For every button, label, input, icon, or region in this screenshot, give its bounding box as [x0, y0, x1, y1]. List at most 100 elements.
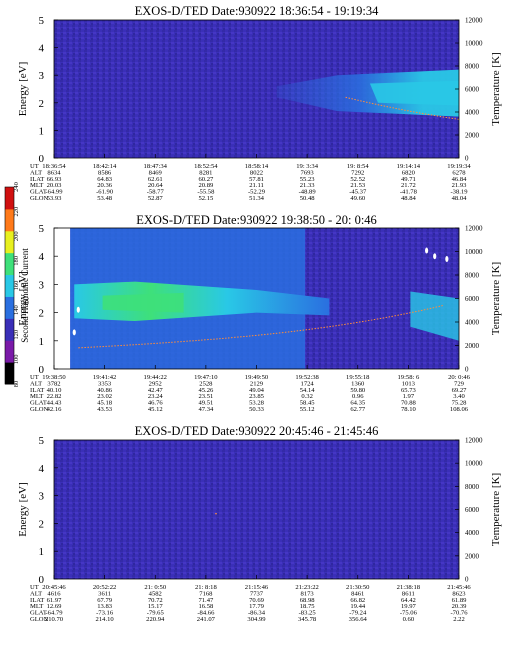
- y2-tick-label: 0: [465, 155, 469, 163]
- ephemeris-cell: 19:58: 6: [397, 374, 419, 381]
- ephemeris-cell: 1013: [402, 380, 416, 387]
- y-axis-label: Energy [eV]: [17, 271, 29, 325]
- saturated-point: [425, 247, 429, 254]
- y2-tick-label: 6000: [465, 295, 480, 303]
- y2-tick-label: 4000: [465, 529, 480, 537]
- ephemeris-cell: 46.76: [148, 400, 164, 407]
- y2-tick-label: 12000: [465, 225, 483, 233]
- ephemeris-cell: 1.97: [403, 393, 415, 400]
- colorbar-tick-label: 240: [13, 182, 20, 192]
- y2-tick-label: 0: [465, 366, 469, 374]
- y2-tick-label: 12000: [465, 437, 483, 445]
- ephemeris-cell: 55.23: [300, 176, 316, 183]
- ephemeris-cell: 18:36:54: [42, 163, 66, 170]
- panel-title: EXOS-D/TED Date:930922 19:38:50 - 20: 0:…: [136, 213, 377, 227]
- ephemeris-row-label: GLAT: [30, 400, 47, 407]
- spectral-band: [276, 69, 459, 117]
- ephemeris-cell: 70.88: [401, 400, 417, 407]
- ephemeris-cell: 1360: [351, 380, 365, 387]
- ephemeris-row-label: GLON: [30, 195, 49, 202]
- ephemeris-cell: 0.96: [352, 393, 364, 400]
- ephemeris-cell: 66.93: [47, 176, 63, 183]
- colorbar-segment: [5, 318, 14, 341]
- ephemeris-cell: 68.98: [300, 597, 316, 604]
- spectral-band: [74, 281, 330, 322]
- colorbar-tick-label: 160: [13, 281, 20, 291]
- ephemeris-cell: 46.84: [452, 176, 468, 183]
- ephemeris-cell: 42.16: [47, 406, 63, 413]
- ephemeris-cell: 210.70: [45, 616, 64, 623]
- y-tick-label: 5: [39, 223, 45, 235]
- ephemeris-cell: 6820: [402, 169, 416, 176]
- panel-title: EXOS-D/TED Date:930922 20:45:46 - 21:45:…: [135, 424, 379, 438]
- y-tick-label: 5: [39, 435, 45, 447]
- ephemeris-cell: 18:42:14: [93, 163, 117, 170]
- ephemeris-cell: 45.12: [148, 406, 163, 413]
- ephemeris-cell: 8173: [301, 590, 315, 597]
- y2-tick-label: 4000: [465, 319, 480, 327]
- ephemeris-cell: 53.93: [47, 195, 63, 202]
- ephemeris-cell: 18:58:14: [245, 163, 269, 170]
- ephemeris-cell: 50.48: [300, 195, 316, 202]
- ephemeris-cell: 2952: [149, 380, 162, 387]
- y2-tick-label: 12000: [465, 17, 483, 25]
- panel-2: EXOS-D/TED Date:930922 19:38:50 - 20: 0:…: [17, 213, 502, 413]
- data-gap: [54, 228, 71, 369]
- ephemeris-cell: 19:41:42: [93, 374, 116, 381]
- ephemeris-cell: 19:44:22: [144, 374, 167, 381]
- y2-tick-label: 4000: [465, 109, 480, 117]
- colorbar-tick-label: 80: [13, 381, 20, 388]
- ephemeris-cell: 21.72: [401, 182, 416, 189]
- ephemeris-cell: 15.17: [148, 603, 164, 610]
- ephemeris-cell: 18:47:34: [144, 163, 168, 170]
- ephemeris-cell: 55.12: [300, 406, 315, 413]
- ephemeris-cell: 220.94: [146, 616, 165, 623]
- ephemeris-cell: 64.42: [401, 597, 416, 604]
- colorbar-segment: [5, 208, 14, 232]
- ephemeris-cell: 49.71: [401, 176, 416, 183]
- ephemeris-cell: 304.99: [247, 616, 266, 623]
- ephemeris-cell: 20:45:46: [42, 584, 66, 591]
- ephemeris-cell: 70.69: [249, 597, 265, 604]
- panel-title: EXOS-D/TED Date:930922 18:36:54 - 19:19:…: [135, 4, 379, 18]
- ephemeris-cell: 4616: [47, 590, 61, 597]
- ephemeris-cell: 8022: [250, 169, 263, 176]
- colorbar-tick-label: 220: [13, 207, 20, 217]
- ephemeris-cell: -45.37: [349, 189, 367, 196]
- y2-tick-label: 10000: [465, 248, 483, 256]
- y2-tick-label: 2000: [465, 342, 480, 350]
- y-tick-label: 1: [39, 125, 45, 137]
- ephemeris-cell: 49.51: [198, 400, 213, 407]
- ephemeris-cell: -58.77: [147, 189, 165, 196]
- ephemeris-cell: 19:14:14: [397, 163, 421, 170]
- ephemeris-cell: 7292: [351, 169, 364, 176]
- ephemeris-cell: 64.83: [97, 176, 113, 183]
- ephemeris-cell: 7693: [301, 169, 315, 176]
- ephemeris-cell: 345.78: [298, 616, 317, 623]
- ephemeris-cell: 40.10: [47, 387, 63, 394]
- ephemeris-cell: -84.66: [197, 610, 215, 617]
- ephemeris-row-label: GLON: [30, 616, 49, 623]
- ephemeris-cell: -55.58: [197, 189, 215, 196]
- colorbar-segment: [5, 230, 14, 254]
- colorbar-tick-label: 120: [13, 330, 20, 340]
- y-tick-label: 3: [39, 491, 45, 503]
- ephemeris-cell: -75.06: [400, 610, 418, 617]
- ephemeris-cell: 4582: [149, 590, 162, 597]
- y-tick-label: 0: [39, 574, 45, 586]
- ephemeris-cell: 71.47: [198, 597, 214, 604]
- y2-tick-label: 2000: [465, 132, 480, 140]
- ephemeris-cell: -83.25: [299, 610, 317, 617]
- ephemeris-cell: 40.86: [97, 387, 113, 394]
- ephemeris-row-label: UT: [30, 163, 39, 170]
- ephemeris-cell: 23.24: [148, 393, 164, 400]
- ephemeris-cell: 729: [454, 380, 465, 387]
- ephemeris-cell: 8461: [351, 590, 364, 597]
- ephemeris-cell: 0.60: [403, 616, 415, 623]
- ephemeris-cell: 21:38:18: [397, 584, 421, 591]
- ephemeris-cell: 51.34: [249, 195, 265, 202]
- ephemeris-cell: -61.90: [96, 189, 114, 196]
- temperature-point: [215, 512, 217, 515]
- y2-tick-label: 6000: [465, 86, 480, 94]
